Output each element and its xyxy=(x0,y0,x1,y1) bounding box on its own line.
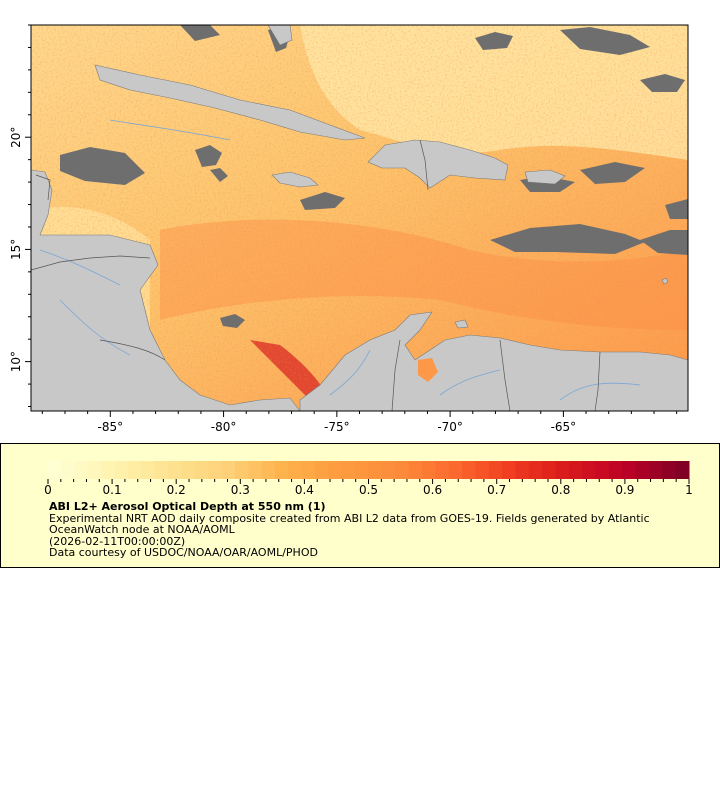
aod-map[interactable]: -85° -80° -75° -70° -65° 10° 15° 20° xyxy=(0,0,720,440)
land-jamaica xyxy=(271,171,319,188)
colorbar-swatch xyxy=(395,461,410,479)
lake-maracaibo xyxy=(418,358,438,382)
colorbar-swatch xyxy=(48,461,62,479)
colorbar-swatch xyxy=(555,461,570,479)
land-puerto-rico xyxy=(524,169,566,185)
land-central-america xyxy=(31,169,301,411)
colorbar-swatch xyxy=(381,461,396,479)
colorbar-swatch xyxy=(114,461,129,479)
land-cuba xyxy=(94,64,366,141)
rivers xyxy=(39,119,641,401)
colorbar-swatch xyxy=(608,461,623,479)
colorbar-tick-label: 1 xyxy=(685,483,693,496)
colorbar-tick-label: 0.8 xyxy=(551,483,570,496)
colorbar-swatch xyxy=(181,461,196,479)
x-tick-label: -75° xyxy=(324,420,350,434)
legend-text: ABI L2+ Aerosol Optical Depth at 550 nm … xyxy=(49,501,699,559)
colorbar-swatch xyxy=(74,461,89,479)
land-florida-tip xyxy=(267,25,293,46)
colorbar-tick-label: 0.1 xyxy=(103,483,122,496)
colorbar-swatch xyxy=(208,461,223,479)
colorbar-tick-label: 0.5 xyxy=(359,483,378,496)
colorbar-tick-label: 0 xyxy=(44,483,52,496)
colorbar-swatch xyxy=(502,461,516,479)
colorbar-swatch xyxy=(355,461,369,479)
colorbar-swatch xyxy=(461,461,476,479)
colorbar-swatch xyxy=(648,461,663,479)
legend-date: (2026-02-11T00:00:00Z) xyxy=(49,534,186,548)
colorbar-swatch xyxy=(315,461,329,479)
colorbar-swatch xyxy=(421,461,436,479)
colorbar-swatch xyxy=(662,461,677,479)
x-tick-label: -85° xyxy=(97,420,123,434)
colorbar-swatch xyxy=(448,461,463,479)
colorbar-swatch xyxy=(221,461,236,479)
colorbar-swatch xyxy=(475,461,490,479)
colorbar-swatch xyxy=(408,461,423,479)
colorbar-tick-label: 0.6 xyxy=(423,483,442,496)
colorbar-swatch xyxy=(328,461,343,479)
colorbar-swatch xyxy=(488,461,503,479)
colorbar-swatch xyxy=(261,461,276,479)
colorbar-swatch xyxy=(675,461,690,479)
colorbar: 0 0.1 0.2 0.3 0.4 0.5 0.6 0.7 0.8 0.9 1 xyxy=(44,461,693,496)
colorbar-swatch xyxy=(288,461,303,479)
colorbar-swatch xyxy=(622,461,637,479)
axis-ticks: -85° -80° -75° -70° -65° 10° 15° 20° xyxy=(9,24,678,434)
colorbar-tick-label: 0.7 xyxy=(487,483,506,496)
colorbar-swatch xyxy=(128,461,142,479)
colorbar-tick-label: 0.2 xyxy=(167,483,186,496)
colorbar-swatch xyxy=(515,461,530,479)
colorbar-swatch xyxy=(542,461,556,479)
colorbar-swatch xyxy=(582,461,597,479)
colorbar-swatch xyxy=(101,461,116,479)
legend-credit: Data courtesy of USDOC/NOAA/OAR/AOML/PHO… xyxy=(49,546,318,559)
land-south-america xyxy=(299,311,688,411)
colorbar-tick-label: 0.3 xyxy=(231,483,250,496)
map-area: -85° -80° -75° -70° -65° 10° 15° 20° xyxy=(0,0,720,440)
colorbar-swatch xyxy=(368,461,383,479)
colorbar-swatch xyxy=(301,461,316,479)
borders xyxy=(31,139,601,411)
colorbar-swatch xyxy=(88,461,102,479)
colorbar-swatch xyxy=(435,461,450,479)
legend-description: Experimental NRT AOD daily composite cre… xyxy=(49,511,650,536)
x-tick-label: -80° xyxy=(211,420,237,434)
colorbar-swatch xyxy=(168,461,183,479)
land-hispaniola xyxy=(367,139,509,189)
y-tick-label: 15° xyxy=(9,239,23,260)
colorbar-swatch xyxy=(341,461,356,479)
colorbar-swatch xyxy=(61,461,76,479)
x-tick-label: -65° xyxy=(551,420,577,434)
colorbar-swatch xyxy=(154,461,169,479)
colorbar-swatch xyxy=(234,461,249,479)
colorbar-swatch xyxy=(194,461,209,479)
colorbar-swatch xyxy=(528,461,543,479)
y-tick-label: 20° xyxy=(9,127,23,148)
colorbar-swatch xyxy=(568,461,583,479)
legend-title: ABI L2+ Aerosol Optical Depth at 550 nm … xyxy=(49,500,326,513)
colorbar-swatch xyxy=(595,461,610,479)
colorbar-swatch xyxy=(635,461,650,479)
colorbar-swatch xyxy=(248,461,263,479)
colorbar-tick-label: 0.9 xyxy=(615,483,634,496)
colorbar-swatch xyxy=(141,461,156,479)
colorbar-swatch xyxy=(275,461,289,479)
legend-panel: 0 0.1 0.2 0.3 0.4 0.5 0.6 0.7 0.8 0.9 1 ABI L2+ Ae… xyxy=(0,443,720,568)
x-tick-label: -70° xyxy=(437,420,463,434)
nodata-patches xyxy=(60,25,688,328)
colorbar-tick-label: 0.4 xyxy=(295,483,314,496)
y-tick-label: 10° xyxy=(9,351,23,372)
landmasses xyxy=(31,25,688,411)
